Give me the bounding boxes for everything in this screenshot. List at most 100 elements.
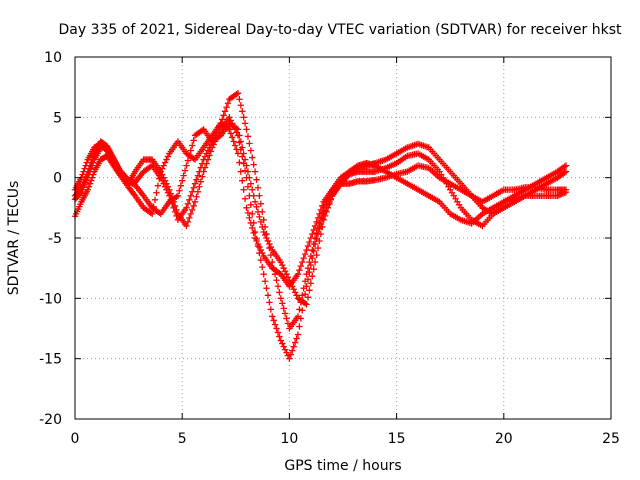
data-point [286,355,293,362]
data-point [304,276,312,283]
data-point [234,126,242,133]
data-point [173,206,180,214]
data-point [290,343,297,350]
data-point [184,157,192,164]
data-point [296,266,303,274]
data-point [189,142,196,149]
data-point [257,218,265,226]
data-point [241,195,249,202]
data-point [280,343,287,350]
data-point [233,125,240,132]
data-point [316,219,323,227]
data-point [259,263,266,271]
data-point [253,203,260,211]
data-point [283,271,290,278]
data-point [253,237,260,245]
data-point [239,108,246,115]
data-point [257,256,265,264]
data-point [304,264,312,272]
data-point [173,193,180,200]
data-point [277,295,285,302]
data-point [204,156,212,163]
data-point [267,243,275,251]
data-point [267,306,275,313]
data-point [180,172,187,179]
data-point [157,168,164,175]
data-point [307,280,315,287]
data-point [147,209,154,217]
data-point [244,168,252,175]
data-point [158,165,166,172]
data-point [314,214,322,222]
data-point [316,237,323,245]
data-point [209,144,216,151]
x-axis-title: GPS time / hours [284,458,401,474]
data-point [90,159,97,166]
data-point [183,162,190,169]
data-point [281,267,289,275]
data-point [84,186,92,193]
data-point [284,352,292,359]
data-point [190,155,197,162]
data-point [186,152,193,159]
data-point [284,274,292,281]
data-point [273,325,280,332]
data-point [194,172,202,179]
data-point [88,162,96,169]
data-point [244,209,252,217]
data-point [311,222,319,230]
data-point [86,180,94,187]
data-point [261,231,269,239]
data-point [221,108,229,115]
data-point [561,169,568,176]
data-point [237,138,245,145]
data-point [274,283,282,290]
data-point [316,210,323,218]
data-point [250,192,257,199]
data-point [239,177,246,184]
data-point [241,120,249,127]
data-point [161,177,169,184]
data-point [283,349,290,356]
data-point [171,202,179,210]
data-point [174,192,182,199]
data-point [240,186,247,193]
data-point [241,156,249,163]
data-point [323,208,330,216]
data-point [220,112,227,119]
data-point [179,177,186,184]
data-point [306,268,313,276]
data-point [130,191,138,198]
data-point [264,237,272,245]
data-point [191,198,199,205]
data-point [190,184,197,191]
y-tick-label: -5 [48,231,62,247]
data-point [257,200,265,208]
data-point [353,163,360,170]
data-point [223,104,230,111]
data-point [289,347,296,354]
data-point [151,196,159,203]
data-point [309,254,316,262]
data-point [187,210,194,218]
y-tick-label: -10 [39,291,62,307]
series-4 [71,120,570,308]
data-point [85,171,93,178]
data-point [277,258,285,266]
data-point [189,206,196,214]
data-point [326,200,333,208]
data-point [287,280,295,287]
data-point [264,292,272,299]
data-point [281,310,289,317]
data-point [289,283,296,290]
data-point [216,133,223,140]
y-axis-title: SDTVAR / TECUs [6,181,22,296]
data-point [160,162,167,169]
data-point [304,294,312,301]
data-point [266,240,273,248]
data-point [266,299,273,306]
data-point [300,254,307,262]
data-point [267,251,275,259]
data-point [240,114,247,121]
x-tick-label: 10 [280,431,298,447]
